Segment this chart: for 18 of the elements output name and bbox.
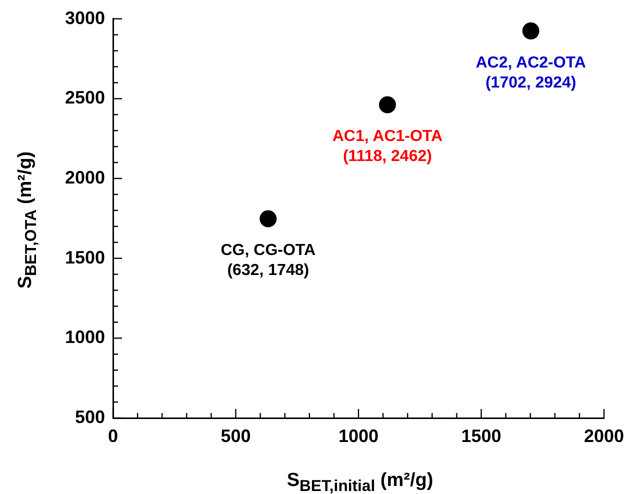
point: [260, 210, 277, 228]
point: [522, 22, 540, 40]
x-axis-title: S$_{BET,initial}$ (m²/g): [286, 470, 434, 494]
y-tick-label: 500: [74, 406, 105, 427]
x-tick-label: 1500: [461, 426, 502, 446]
x-tick-label: 500: [220, 426, 251, 446]
annotation: AC1, AC1-OTA (1118, 2462): [332, 128, 444, 166]
point: [378, 96, 396, 114]
annotation: AC2, AC2-OTA (1702, 2924): [476, 54, 586, 92]
y-tick-label: 3000: [64, 8, 105, 28]
annotation: CG, CG-OTA (632, 1748): [220, 242, 316, 280]
y-tick-label: 2500: [64, 88, 105, 108]
x-tick-label: 0: [108, 426, 118, 446]
x-tick-label: 1000: [338, 426, 379, 446]
y-tick-label: 1000: [64, 327, 105, 348]
y-tick-label: 1500: [64, 247, 105, 268]
y-tick-label: 2000: [64, 167, 105, 188]
x-tick-label: 2000: [584, 426, 624, 446]
